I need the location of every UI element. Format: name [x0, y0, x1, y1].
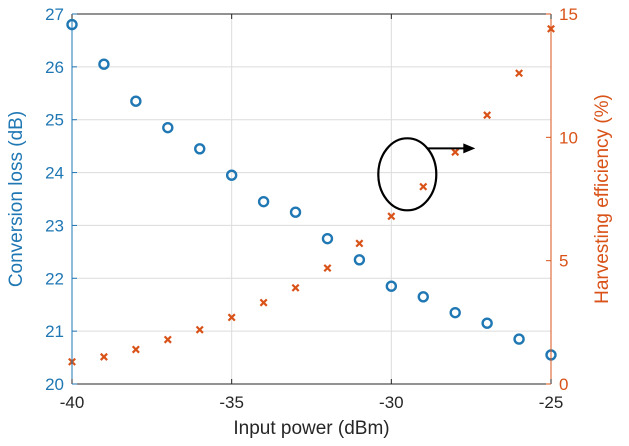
- x-tick-label: -40: [60, 393, 85, 412]
- y-right-tick-label: 0: [559, 375, 568, 394]
- y-left-tick-label: 23: [45, 216, 64, 235]
- conversion-loss-point: [98, 58, 110, 70]
- y-left-tick-label: 27: [45, 5, 64, 24]
- x-tick-label: -25: [539, 393, 564, 412]
- axes: -40 -35 -30 -25 20 21 22 23 24 25 26 27 0 5 10 15: [45, 5, 578, 412]
- harvesting-efficiency-point: [451, 148, 460, 157]
- conversion-loss-point: [257, 195, 270, 208]
- harvesting-efficiency-point: [483, 111, 492, 120]
- harvesting-efficiency-point: [419, 182, 428, 191]
- x-axis-label: Input power (dBm): [233, 418, 389, 439]
- conversion-loss-point: [449, 306, 461, 319]
- y-left-tick-label: 26: [45, 58, 64, 77]
- conversion-loss-point: [353, 254, 366, 266]
- conversion-loss-point: [417, 291, 429, 303]
- x-marker-stroke: [387, 212, 396, 221]
- conversion-loss-point: [289, 206, 302, 218]
- x-marker-stroke: [195, 325, 204, 334]
- conversion-loss-point: [225, 169, 238, 181]
- y-left-tick-label: 24: [45, 164, 64, 183]
- conversion-loss-point: [194, 143, 206, 155]
- plot-area: [66, 18, 557, 366]
- y-axis-left-label: Conversion loss (dB): [6, 111, 27, 287]
- conversion-loss-point: [513, 333, 525, 345]
- conversion-loss-point: [130, 95, 142, 107]
- harvesting-efficiency-point: [323, 264, 332, 273]
- y-axis-right-label: Harvesting efficiency (%): [592, 94, 613, 304]
- harvesting-efficiency-point: [163, 335, 172, 344]
- annotation: [377, 137, 476, 212]
- harvesting-efficiency-point: [291, 283, 300, 292]
- x-marker-stroke: [259, 298, 268, 307]
- x-marker-stroke: [323, 264, 332, 273]
- harvesting-efficiency-point: [515, 69, 524, 78]
- y-left-tick-label: 22: [45, 269, 64, 288]
- conversion-loss-point: [481, 317, 493, 329]
- x-marker-stroke: [163, 335, 172, 344]
- y-right-tick-label: 5: [559, 252, 568, 271]
- y-left-tick-label: 25: [45, 111, 64, 130]
- conversion-loss-point: [321, 232, 334, 245]
- conversion-loss-point: [162, 121, 174, 134]
- x-tick-label: -35: [219, 393, 244, 412]
- harvesting-efficiency-point: [355, 239, 364, 248]
- x-marker-stroke: [291, 283, 300, 292]
- harvesting-efficiency-point: [259, 298, 268, 307]
- conversion-loss-point: [385, 280, 398, 292]
- harvesting-efficiency-point: [195, 325, 204, 334]
- annotation-ellipse: [377, 137, 438, 212]
- harvesting-efficiency-point: [227, 313, 236, 322]
- x-marker-stroke: [99, 352, 108, 361]
- x-marker-stroke: [131, 345, 140, 354]
- harvesting-efficiency-point: [131, 345, 140, 354]
- x-marker-stroke: [227, 313, 236, 322]
- harvesting-efficiency-point: [387, 212, 396, 221]
- y-left-tick-label: 21: [45, 322, 64, 341]
- annotation-arrow-head: [463, 143, 476, 154]
- harvesting-efficiency-point: [99, 352, 108, 361]
- x-marker-stroke: [419, 182, 428, 191]
- x-tick-label: -30: [379, 393, 404, 412]
- x-marker-stroke: [483, 111, 492, 120]
- x-marker-stroke: [355, 239, 364, 248]
- y-left-tick-label: 20: [45, 375, 64, 394]
- grid: [71, 13, 552, 385]
- y-right-tick-label: 15: [559, 5, 578, 24]
- x-marker-stroke: [451, 148, 460, 157]
- x-marker-stroke: [515, 69, 524, 78]
- y-right-tick-label: 10: [559, 128, 578, 147]
